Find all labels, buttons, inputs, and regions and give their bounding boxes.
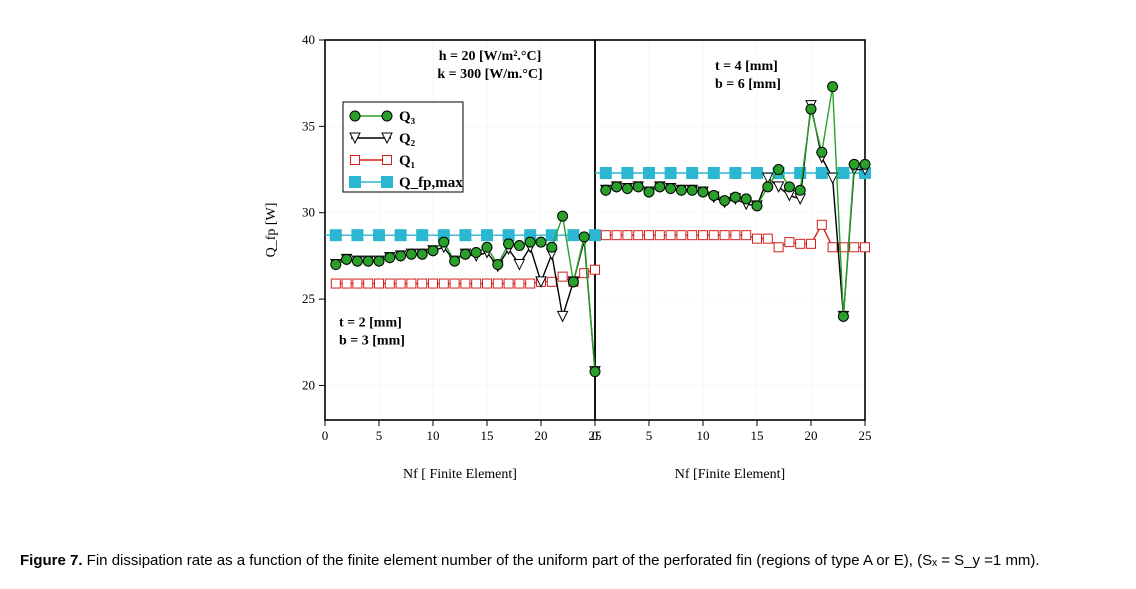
- svg-text:Nf [Finite Element]: Nf [Finite Element]: [675, 467, 785, 482]
- svg-text:20: 20: [535, 428, 548, 443]
- svg-text:5: 5: [376, 428, 383, 443]
- dual-panel-chart: 202530354005101520250510152025h = 20 [W/…: [20, 20, 1116, 540]
- svg-text:Nf [ Finite Element]: Nf [ Finite Element]: [403, 467, 517, 482]
- svg-text:40: 40: [302, 32, 315, 47]
- svg-text:0: 0: [592, 428, 599, 443]
- svg-text:Q_fp,max: Q_fp,max: [399, 175, 463, 191]
- caption-text: Fin dissipation rate as a function of th…: [83, 552, 1040, 569]
- caption-label: Figure 7.: [20, 552, 83, 569]
- svg-text:b = 6 [mm]: b = 6 [mm]: [715, 77, 781, 92]
- svg-text:35: 35: [302, 118, 315, 133]
- svg-text:25: 25: [302, 291, 315, 306]
- svg-text:t = 4 [mm]: t = 4 [mm]: [715, 59, 778, 74]
- svg-text:30: 30: [302, 205, 315, 220]
- svg-text:10: 10: [697, 428, 710, 443]
- svg-text:20: 20: [302, 377, 315, 392]
- svg-text:10: 10: [427, 428, 440, 443]
- svg-text:5: 5: [646, 428, 653, 443]
- svg-text:15: 15: [751, 428, 764, 443]
- svg-text:t = 2 [mm]: t = 2 [mm]: [339, 316, 402, 331]
- svg-text:Q₂: Q₂: [399, 131, 416, 147]
- figure-caption: Figure 7. Fin dissipation rate as a func…: [20, 552, 1116, 569]
- svg-text:25: 25: [859, 428, 872, 443]
- svg-text:0: 0: [322, 428, 329, 443]
- svg-text:15: 15: [481, 428, 494, 443]
- svg-text:20: 20: [805, 428, 818, 443]
- svg-text:Q₁: Q₁: [399, 153, 415, 169]
- svg-text:Q_fp [W]: Q_fp [W]: [264, 203, 279, 258]
- svg-text:Q₃: Q₃: [399, 109, 416, 125]
- svg-text:b = 3 [mm]: b = 3 [mm]: [339, 334, 405, 349]
- svg-text:h = 20 [W/m².°C]: h = 20 [W/m².°C]: [439, 49, 542, 64]
- svg-text:k = 300 [W/m.°C]: k = 300 [W/m.°C]: [437, 67, 542, 82]
